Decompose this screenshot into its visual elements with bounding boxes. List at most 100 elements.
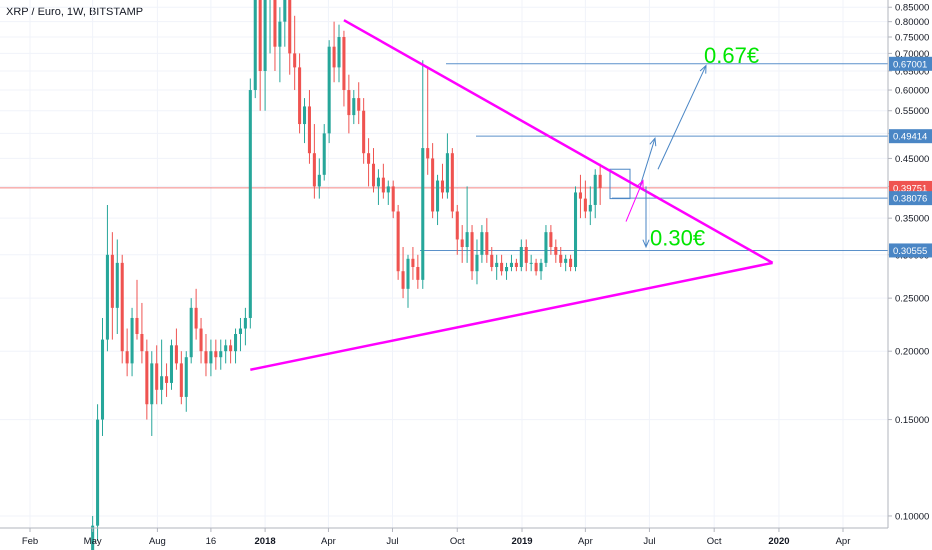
candle-body xyxy=(598,174,602,188)
x-tick-label: Apr xyxy=(836,536,851,547)
candle-body xyxy=(450,153,454,212)
candle-body xyxy=(253,0,257,91)
candle xyxy=(214,339,218,370)
candle xyxy=(445,133,449,199)
triangle-upper-line xyxy=(343,19,774,264)
arrow-up-target xyxy=(657,65,707,170)
candle-body xyxy=(120,262,124,352)
candle xyxy=(465,186,469,263)
candle-body xyxy=(362,110,366,154)
candle xyxy=(179,351,183,405)
candle-body xyxy=(554,247,558,255)
candle-body xyxy=(130,317,134,364)
y-tick-label: 0.10000 xyxy=(895,511,929,522)
candle xyxy=(529,254,533,272)
candle xyxy=(155,345,159,405)
candle-body xyxy=(219,351,223,358)
candle-body xyxy=(258,0,262,72)
candle xyxy=(426,67,430,175)
x-tick-label: 16 xyxy=(206,536,217,547)
candle-body xyxy=(534,262,538,272)
candle-body xyxy=(401,271,405,289)
candle-body xyxy=(337,36,341,68)
candle xyxy=(485,218,489,263)
candle xyxy=(115,239,119,334)
triangle-lower-line xyxy=(250,261,773,371)
candle xyxy=(248,78,252,329)
candle-body xyxy=(347,90,351,116)
candle xyxy=(96,404,100,541)
candle xyxy=(593,169,597,219)
candle xyxy=(564,254,568,272)
candle xyxy=(480,225,484,263)
candle-body xyxy=(485,232,489,255)
price-tag-label: 0.49414 xyxy=(893,132,927,143)
candle xyxy=(352,90,356,125)
x-tick-label: 2019 xyxy=(511,536,532,547)
arrow-up-short xyxy=(639,138,656,187)
candle-body xyxy=(224,345,228,352)
candle-body xyxy=(234,333,238,352)
arrow-pink-move xyxy=(625,180,644,222)
y-tick-label: 0.85000 xyxy=(895,3,929,14)
candle xyxy=(253,0,257,99)
candle xyxy=(534,258,538,276)
target-label: 0.67€ xyxy=(704,43,759,68)
candle-body xyxy=(155,363,159,390)
candle-body xyxy=(514,262,518,267)
candle-body xyxy=(593,174,597,205)
candle-body xyxy=(204,351,208,364)
candle-body xyxy=(440,180,445,193)
candle xyxy=(524,239,528,272)
candle-body xyxy=(588,204,592,212)
candle-body xyxy=(96,419,100,526)
time-axis[interactable]: Feb May Aug 16 2018 Apr Jul Oct 2019 Apr Jul Oct 202… xyxy=(0,527,888,547)
x-tick-label: May xyxy=(84,536,102,547)
candle xyxy=(150,351,154,436)
price-axis[interactable]: 0.85000 0.80000 0.75000 0.70000 0.65000 0.600… xyxy=(887,0,932,528)
candle xyxy=(500,254,504,276)
candle xyxy=(293,15,297,91)
candle xyxy=(573,186,578,272)
candle-body xyxy=(381,177,385,193)
candle-body xyxy=(307,106,311,154)
candle-body xyxy=(391,186,395,212)
x-tick-label: Oct xyxy=(707,536,722,547)
y-tick-label: 0.80000 xyxy=(895,17,929,28)
target-label: 0.30€ xyxy=(650,225,705,250)
candle xyxy=(396,204,400,280)
candle xyxy=(514,258,518,272)
candle xyxy=(391,180,395,219)
candle-body xyxy=(110,254,114,308)
candle-body xyxy=(445,153,449,193)
candle xyxy=(298,53,302,134)
candle-body xyxy=(100,339,105,420)
candle xyxy=(436,174,440,226)
candle-body xyxy=(549,232,553,248)
candle xyxy=(362,98,366,164)
candle xyxy=(455,204,459,255)
candle-body xyxy=(288,0,292,54)
candle-body xyxy=(544,232,548,263)
candle-body xyxy=(490,254,494,267)
candle xyxy=(332,21,336,83)
candle xyxy=(431,143,435,219)
candle-body xyxy=(140,333,144,352)
candle xyxy=(578,174,582,219)
candle xyxy=(440,163,445,199)
candle-body xyxy=(371,163,376,187)
candle xyxy=(322,124,326,181)
candle-body xyxy=(573,192,578,267)
projection-arrows xyxy=(625,64,707,249)
candle-body xyxy=(327,46,331,134)
candle xyxy=(110,232,114,340)
candle-body xyxy=(470,232,474,272)
candle xyxy=(243,307,247,346)
candle-body xyxy=(105,254,109,340)
y-tick-label: 0.55000 xyxy=(895,106,929,117)
x-tick-label: Aug xyxy=(149,536,166,547)
candle xyxy=(367,138,371,187)
candle-body xyxy=(214,351,218,358)
x-tick-label: Apr xyxy=(321,536,336,547)
